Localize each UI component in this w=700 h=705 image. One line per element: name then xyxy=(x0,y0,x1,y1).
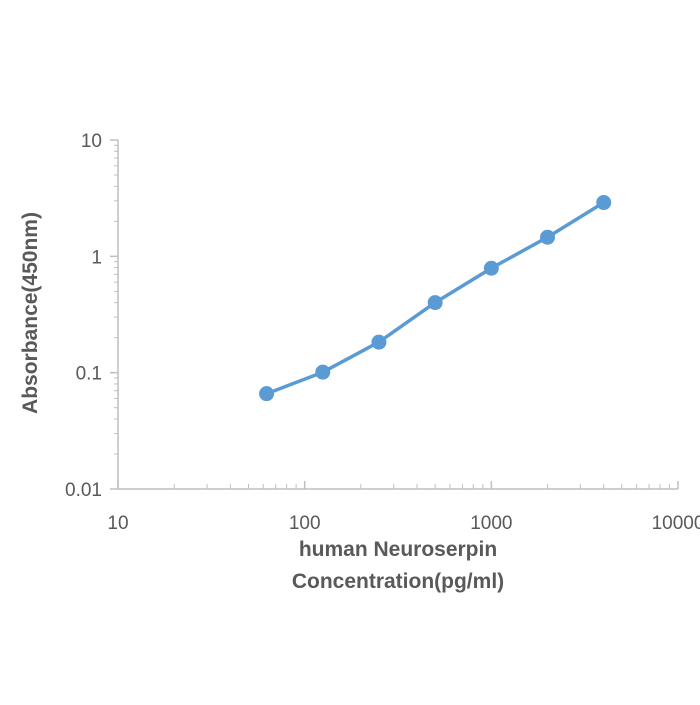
data-point xyxy=(371,334,387,350)
data-point xyxy=(315,364,331,380)
y-tick-label: 1 xyxy=(91,247,102,268)
plot-series xyxy=(259,195,612,402)
x-tick-label: 100 xyxy=(289,513,321,534)
data-point xyxy=(596,195,612,211)
x-axis-title-line-1: human Neuroserpin xyxy=(299,538,497,561)
data-point xyxy=(483,260,499,276)
y-axis-title: Absorbance(450nm) xyxy=(19,212,42,414)
y-tick-label: 0.1 xyxy=(76,364,102,385)
data-point xyxy=(259,386,275,402)
data-point xyxy=(427,295,443,311)
x-tick-label: 1000 xyxy=(470,513,512,534)
ticks: 0.01 0.1 1 10 10 100 1000 10000 xyxy=(65,131,700,534)
y-tick-label: 10 xyxy=(81,131,102,152)
axes xyxy=(117,140,678,490)
data-point xyxy=(540,229,556,245)
x-tick-label: 10000 xyxy=(652,513,700,534)
y-tick-label: 0.01 xyxy=(65,480,102,501)
x-axis-title-line-2: Concentration(pg/ml) xyxy=(292,570,504,593)
x-tick-label: 10 xyxy=(107,513,128,534)
